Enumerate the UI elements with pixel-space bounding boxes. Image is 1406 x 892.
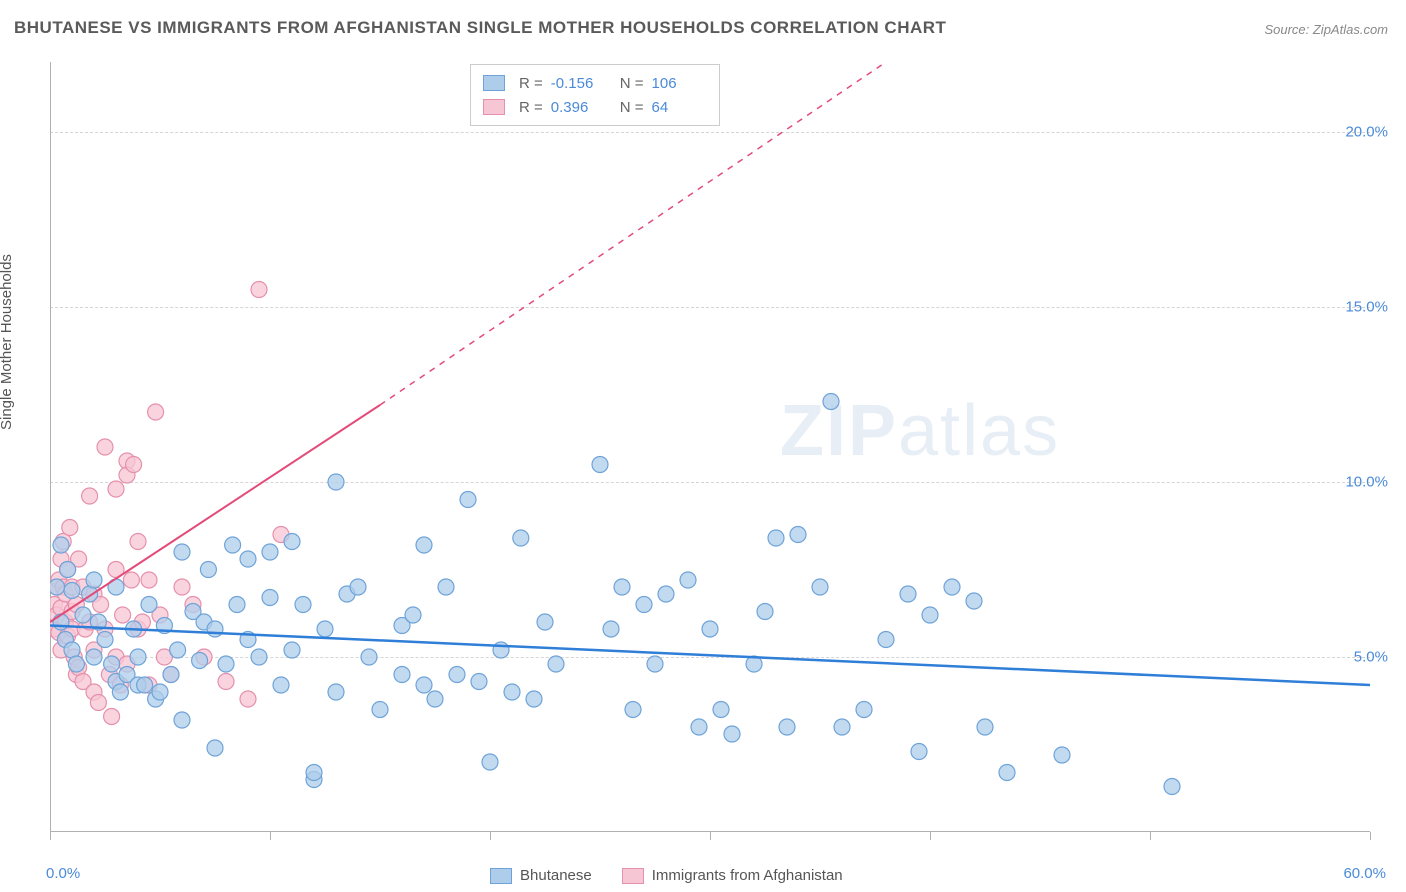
x-tick-mark xyxy=(710,832,711,840)
legend-n-value-0: 106 xyxy=(652,75,707,92)
x-tick-mark xyxy=(50,832,51,840)
legend-label-1: Immigrants from Afghanistan xyxy=(652,867,843,884)
x-tick-label-min: 0.0% xyxy=(46,865,80,882)
legend-row-bhutanese: R = -0.156 N = 106 xyxy=(483,71,707,95)
x-tick-mark xyxy=(270,832,271,840)
chart-svg xyxy=(50,62,1370,832)
swatch-icon xyxy=(490,868,512,884)
legend-label-0: Bhutanese xyxy=(520,867,592,884)
chart-title: BHUTANESE VS IMMIGRANTS FROM AFGHANISTAN… xyxy=(14,18,946,38)
legend-item-afghan: Immigrants from Afghanistan xyxy=(622,867,843,884)
legend-item-bhutanese: Bhutanese xyxy=(490,867,592,884)
legend-r-value-0: -0.156 xyxy=(551,75,606,92)
correlation-legend: R = -0.156 N = 106 R = 0.396 N = 64 xyxy=(470,64,720,126)
legend-n-label: N = xyxy=(620,75,644,92)
x-tick-mark xyxy=(490,832,491,840)
x-tick-mark xyxy=(930,832,931,840)
legend-row-afghan: R = 0.396 N = 64 xyxy=(483,95,707,119)
legend-r-label: R = xyxy=(519,75,543,92)
legend-r-label: R = xyxy=(519,99,543,116)
series-legend: Bhutanese Immigrants from Afghanistan xyxy=(490,867,843,884)
swatch-afghan xyxy=(483,99,505,115)
legend-r-value-1: 0.396 xyxy=(551,99,606,116)
y-axis-label: Single Mother Households xyxy=(0,254,15,430)
swatch-icon xyxy=(622,868,644,884)
source-label: Source: ZipAtlas.com xyxy=(1264,22,1388,37)
swatch-bhutanese xyxy=(483,75,505,91)
x-tick-label-max: 60.0% xyxy=(1343,865,1386,882)
x-tick-mark xyxy=(1150,832,1151,840)
legend-n-label: N = xyxy=(620,99,644,116)
x-tick-mark xyxy=(1370,832,1371,840)
legend-n-value-1: 64 xyxy=(652,99,707,116)
